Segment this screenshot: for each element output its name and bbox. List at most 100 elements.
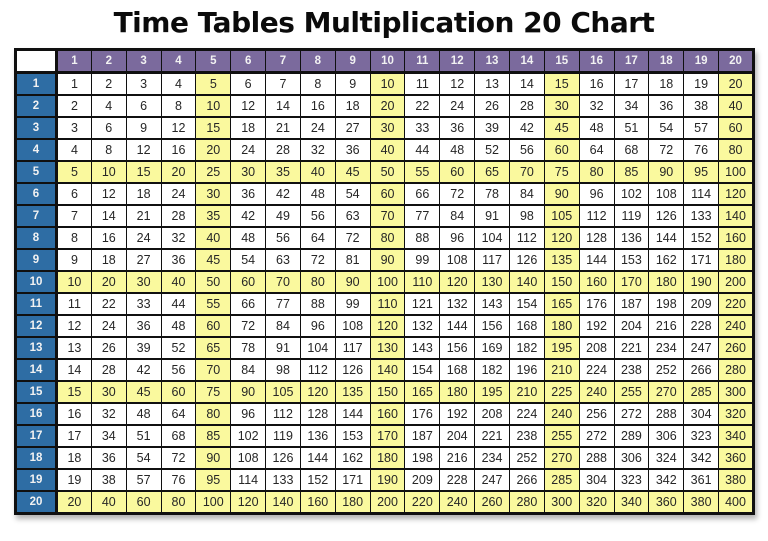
product-cell: 320: [578, 490, 615, 515]
product-cell: 26: [90, 336, 127, 360]
column-header-cell: 12: [439, 48, 476, 74]
product-cell: 66: [230, 292, 267, 316]
row-header-cell: 7: [15, 204, 58, 228]
product-cell: 48: [578, 116, 615, 140]
product-cell: 16: [299, 94, 336, 118]
product-cell: 15: [195, 116, 232, 140]
product-cell: 104: [474, 226, 510, 250]
product-cell: 45: [195, 248, 232, 272]
product-cell: 75: [543, 160, 580, 184]
product-cell: 340: [613, 490, 650, 515]
product-cell: 300: [718, 380, 754, 404]
product-cell: 14: [90, 204, 127, 228]
product-cell: 27: [334, 116, 371, 140]
product-cell: 30: [369, 116, 406, 140]
product-cell: 4: [56, 138, 92, 162]
product-cell: 15: [125, 160, 162, 184]
product-cell: 60: [718, 116, 754, 140]
product-cell: 36: [439, 116, 476, 140]
product-cell: 119: [265, 424, 301, 448]
table-row: 12 12 24 36 48 60 72 84 96 108 120 132 144 156 168 180 1…: [15, 314, 754, 338]
product-cell: 30: [230, 160, 267, 184]
product-cell: 85: [613, 160, 650, 184]
product-cell: 24: [125, 226, 162, 250]
product-cell: 70: [369, 204, 406, 228]
product-cell: 78: [474, 182, 510, 206]
product-cell: 18: [648, 71, 685, 96]
product-cell: 160: [718, 226, 754, 250]
product-cell: 20: [369, 94, 406, 118]
product-cell: 13: [56, 336, 92, 360]
product-cell: 17: [56, 424, 92, 448]
product-cell: 6: [90, 116, 127, 140]
product-cell: 119: [613, 204, 650, 228]
product-cell: 135: [334, 380, 371, 404]
product-cell: 16: [578, 71, 615, 96]
product-cell: 99: [334, 292, 371, 316]
product-cell: 64: [578, 138, 615, 162]
product-cell: 36: [334, 138, 371, 162]
product-cell: 63: [265, 248, 301, 272]
product-cell: 143: [474, 292, 510, 316]
product-cell: 40: [369, 138, 406, 162]
product-cell: 85: [195, 424, 232, 448]
product-cell: 144: [648, 226, 685, 250]
product-cell: 221: [613, 336, 650, 360]
product-cell: 12: [230, 94, 267, 118]
product-cell: 323: [613, 468, 650, 492]
product-cell: 130: [369, 336, 406, 360]
corner-cell: [15, 48, 58, 74]
product-cell: 140: [508, 270, 545, 294]
product-cell: 36: [90, 446, 127, 470]
table-row: 3 3 6 9 12 15 18 21 24 27 30 33 36 39 42 45 48 51 54 57 60: [15, 116, 754, 140]
product-cell: 160: [369, 402, 406, 426]
product-cell: 208: [474, 402, 510, 426]
product-cell: 152: [683, 226, 720, 250]
product-cell: 266: [683, 358, 720, 382]
product-cell: 45: [334, 160, 371, 184]
column-header-cell: 8: [299, 48, 336, 74]
product-cell: 156: [439, 336, 476, 360]
product-cell: 48: [125, 402, 162, 426]
table-row: 20 20 40 60 80 100 120 140 160 180 200 220 240 260 280…: [15, 490, 754, 515]
product-cell: 65: [195, 336, 232, 360]
table-row: 14 14 28 42 56 70 84 98 112 126 140 154 168 182 196 210…: [15, 358, 754, 382]
product-cell: 13: [474, 71, 510, 96]
product-cell: 270: [543, 446, 580, 470]
row-header-cell: 3: [15, 116, 58, 140]
product-cell: 190: [683, 270, 720, 294]
product-cell: 20: [56, 490, 92, 515]
product-cell: 132: [404, 314, 441, 338]
product-cell: 38: [90, 468, 127, 492]
product-cell: 187: [613, 292, 650, 316]
product-cell: 33: [404, 116, 441, 140]
product-cell: 200: [369, 490, 406, 515]
product-cell: 36: [230, 182, 267, 206]
product-cell: 56: [299, 204, 336, 228]
product-cell: 18: [56, 446, 92, 470]
product-cell: 27: [125, 248, 162, 272]
product-cell: 9: [334, 71, 371, 96]
product-cell: 15: [543, 71, 580, 96]
product-cell: 108: [334, 314, 371, 338]
product-cell: 8: [299, 71, 336, 96]
product-cell: 323: [683, 424, 720, 448]
product-cell: 260: [718, 336, 754, 360]
column-header-cell: 15: [543, 48, 580, 74]
product-cell: 209: [683, 292, 720, 316]
product-cell: 80: [718, 138, 754, 162]
row-header-cell: 2: [15, 94, 58, 118]
product-cell: 224: [508, 402, 545, 426]
product-cell: 17: [613, 71, 650, 96]
product-cell: 11: [56, 292, 92, 316]
product-cell: 170: [369, 424, 406, 448]
product-cell: 20: [160, 160, 197, 184]
product-cell: 20: [90, 270, 127, 294]
product-cell: 120: [439, 270, 476, 294]
product-cell: 24: [439, 94, 476, 118]
column-header-cell: 1: [56, 48, 92, 74]
product-cell: 55: [195, 292, 232, 316]
product-cell: 144: [439, 314, 476, 338]
product-cell: 204: [613, 314, 650, 338]
product-cell: 80: [195, 402, 232, 426]
